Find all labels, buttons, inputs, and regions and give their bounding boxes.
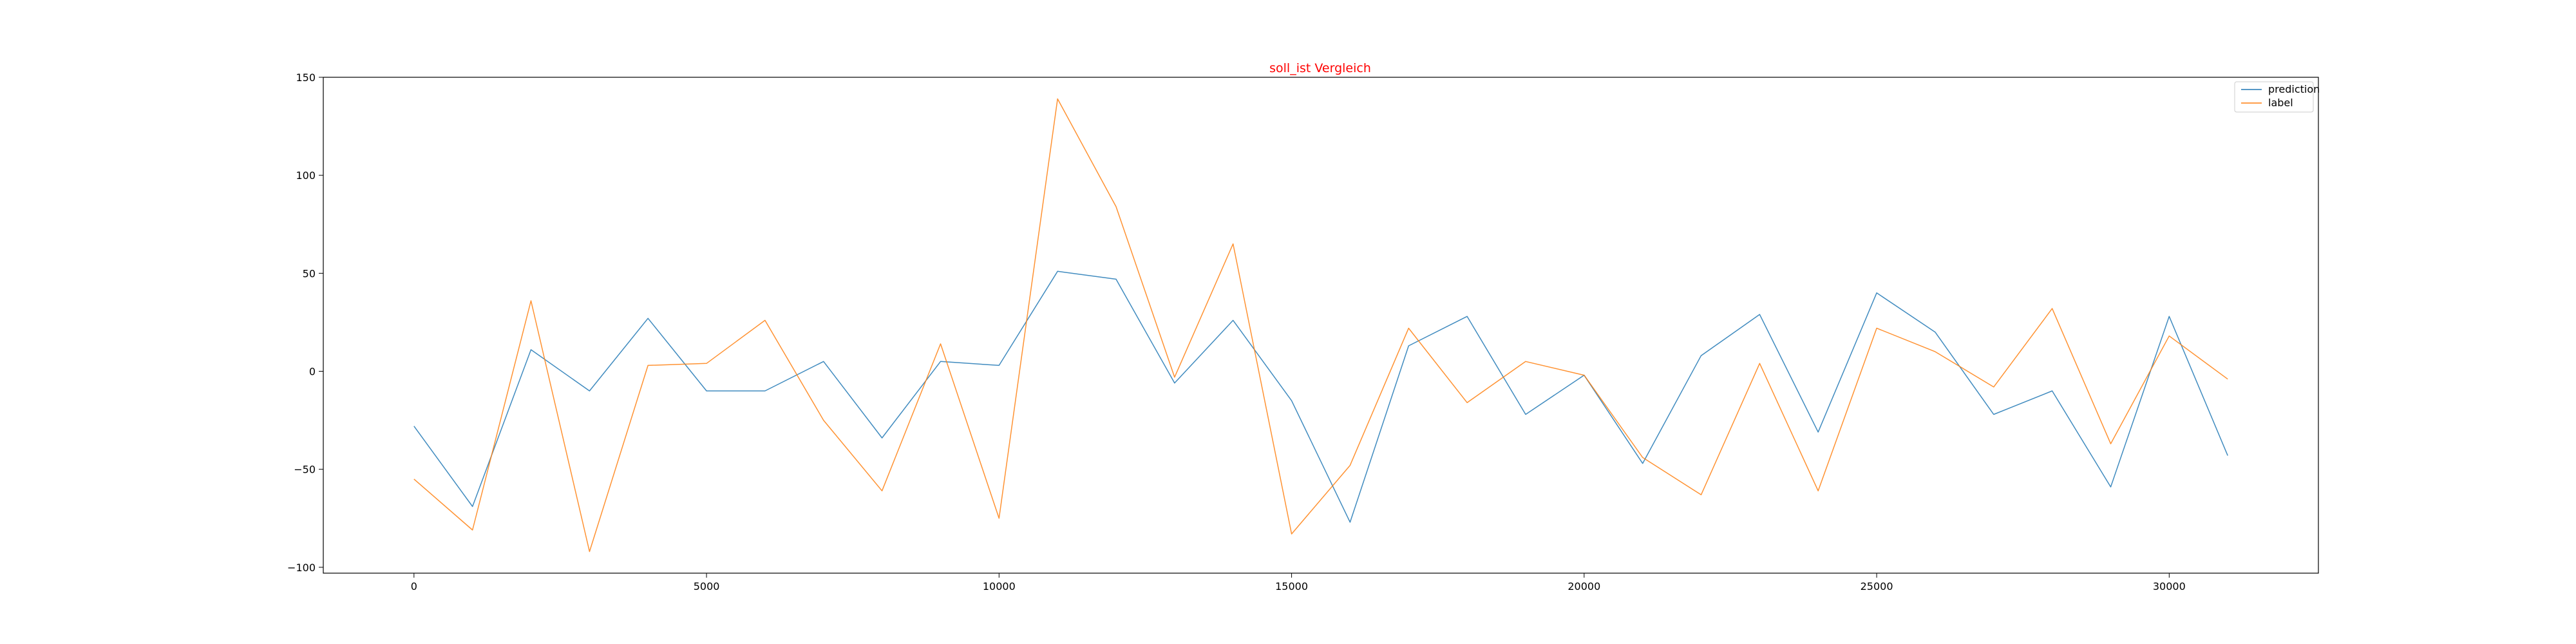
y-tick-label: −50 bbox=[294, 464, 316, 476]
legend-label-prediction: prediction bbox=[2268, 83, 2320, 95]
chart-title: soll_ist Vergleich bbox=[1269, 61, 1371, 75]
legend-label-label: label bbox=[2268, 97, 2293, 109]
y-tick-label: 50 bbox=[303, 267, 316, 279]
x-tick-label: 25000 bbox=[1861, 580, 1893, 592]
y-tick-label: 0 bbox=[309, 366, 316, 378]
y-tick-label: 150 bbox=[296, 71, 316, 84]
x-tick-label: 15000 bbox=[1275, 580, 1308, 592]
x-tick-label: 30000 bbox=[2153, 580, 2186, 592]
axes-ticks: 0 5000 10000 15000 20000 25000 30000 −100 −50 0 50… bbox=[287, 71, 2186, 592]
x-tick-label: 5000 bbox=[694, 580, 720, 592]
series-line-label bbox=[413, 98, 2228, 553]
x-tick-label: 20000 bbox=[1567, 580, 1600, 592]
y-tick-label: 100 bbox=[296, 169, 316, 182]
plot-lines bbox=[413, 98, 2228, 553]
x-tick-label: 0 bbox=[411, 580, 417, 592]
legend: prediction label bbox=[2234, 81, 2320, 113]
x-tick-label: 10000 bbox=[983, 580, 1016, 592]
series-line-prediction bbox=[413, 270, 2228, 523]
y-tick-label: −100 bbox=[287, 562, 316, 574]
plot-frame bbox=[323, 77, 2319, 574]
